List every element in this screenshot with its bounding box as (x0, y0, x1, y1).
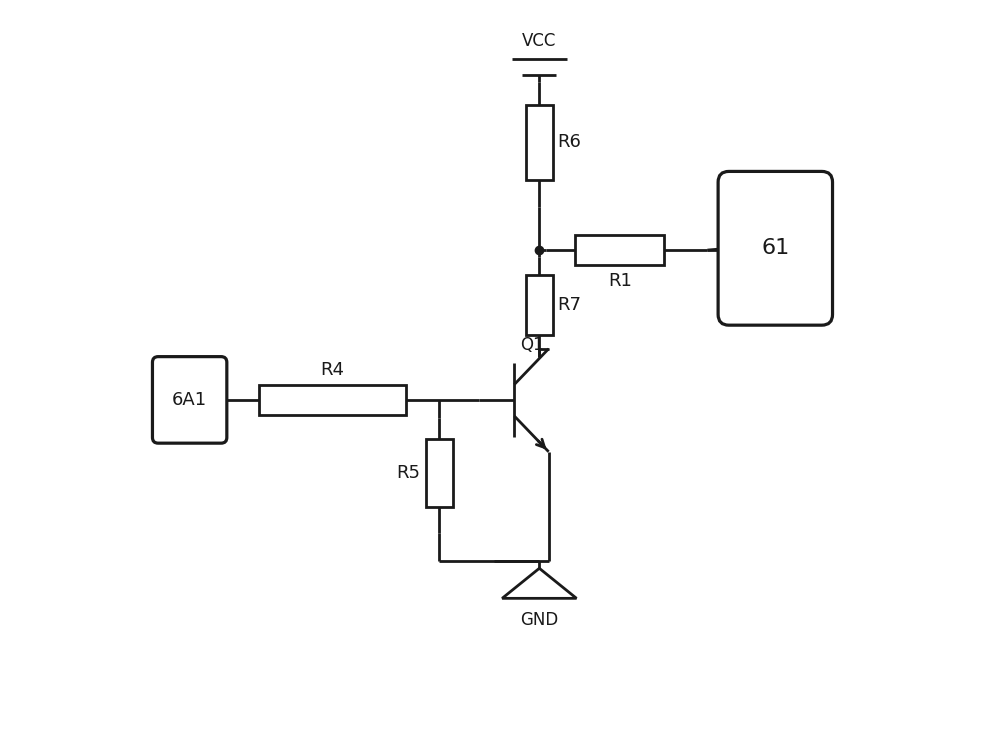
Text: R7: R7 (557, 296, 581, 314)
Bar (259, 385, 406, 416)
Bar (575, 235, 664, 265)
Text: 61: 61 (761, 238, 789, 258)
Text: R1: R1 (608, 271, 632, 289)
Text: R5: R5 (396, 464, 420, 482)
Text: R4: R4 (320, 361, 344, 379)
Bar (526, 276, 553, 335)
FancyBboxPatch shape (718, 171, 833, 325)
Bar (526, 104, 553, 179)
Text: Q1: Q1 (520, 337, 544, 354)
Text: GND: GND (520, 611, 558, 629)
Text: VCC: VCC (522, 32, 557, 50)
Text: 6A1: 6A1 (172, 391, 207, 409)
FancyBboxPatch shape (152, 356, 227, 443)
Bar (426, 439, 453, 507)
Text: R6: R6 (557, 133, 581, 151)
